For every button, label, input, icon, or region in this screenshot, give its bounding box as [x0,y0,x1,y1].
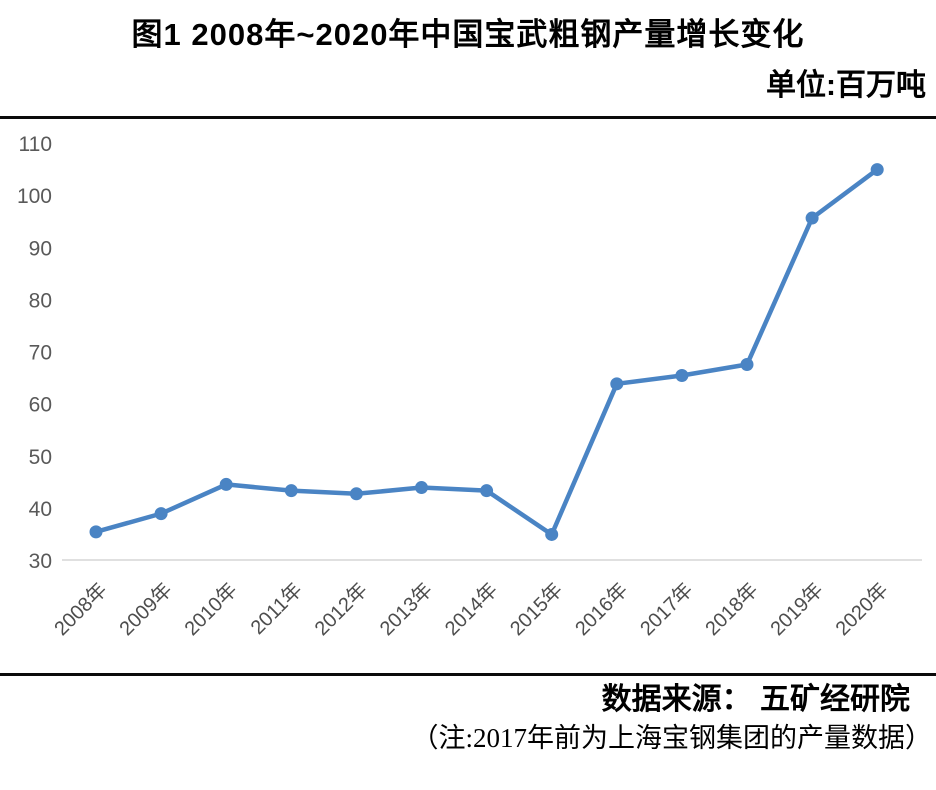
data-point [740,358,754,372]
y-tick-label: 90 [29,237,52,260]
data-source: 数据来源： 五矿经研院 [601,683,910,716]
unit-label: 单位:百万吨 [766,69,926,102]
data-point [284,484,298,498]
series-line [93,167,880,537]
x-tick-label: 2010年 [180,578,242,640]
data-point [610,377,624,391]
data-point [349,487,363,501]
y-tick-label: 110 [19,133,52,156]
x-tick-label: 2012年 [310,578,372,640]
data-point [805,211,819,225]
data-point [870,163,884,177]
data-point [89,525,103,539]
data-point [154,507,168,521]
x-tick-label: 2017年 [636,578,698,640]
x-tick-label: 2020年 [831,578,893,640]
x-tick-label: 2009年 [115,578,177,640]
y-tick-label: 60 [29,394,52,417]
x-tick-label: 2019年 [766,578,828,640]
footnote: （注:2017年前为上海宝钢集团的产量数据） [411,723,932,753]
y-tick-label: 80 [29,289,52,312]
figure-title: 图1 2008年~2020年中国宝武粗钢产量增长变化 [131,17,805,52]
data-point [675,368,689,382]
data-point [545,527,559,541]
x-tick-label: 2015年 [505,578,567,640]
x-tick-label: 2013年 [375,578,437,640]
y-tick-label: 100 [17,185,52,208]
x-tick-label: 2008年 [50,578,112,640]
chart-frame: 30 40 50 60 70 80 90 100 110 2008年 2009年 2010年 2011年… [0,116,936,676]
x-tick-label: 2011年 [246,578,307,639]
line-chart: 30 40 50 60 70 80 90 100 110 2008年 2009年 2010年 2011年… [17,133,922,640]
x-tick-label: 2014年 [440,578,502,640]
data-point [415,481,428,495]
y-tick-label: 40 [29,498,52,521]
x-tick-label: 2018年 [701,578,763,640]
data-point [480,484,494,498]
y-tick-label: 30 [29,550,52,573]
y-tick-label: 70 [29,342,52,365]
data-point [219,477,233,491]
x-tick-label: 2016年 [570,578,632,640]
y-tick-label: 50 [29,446,52,469]
